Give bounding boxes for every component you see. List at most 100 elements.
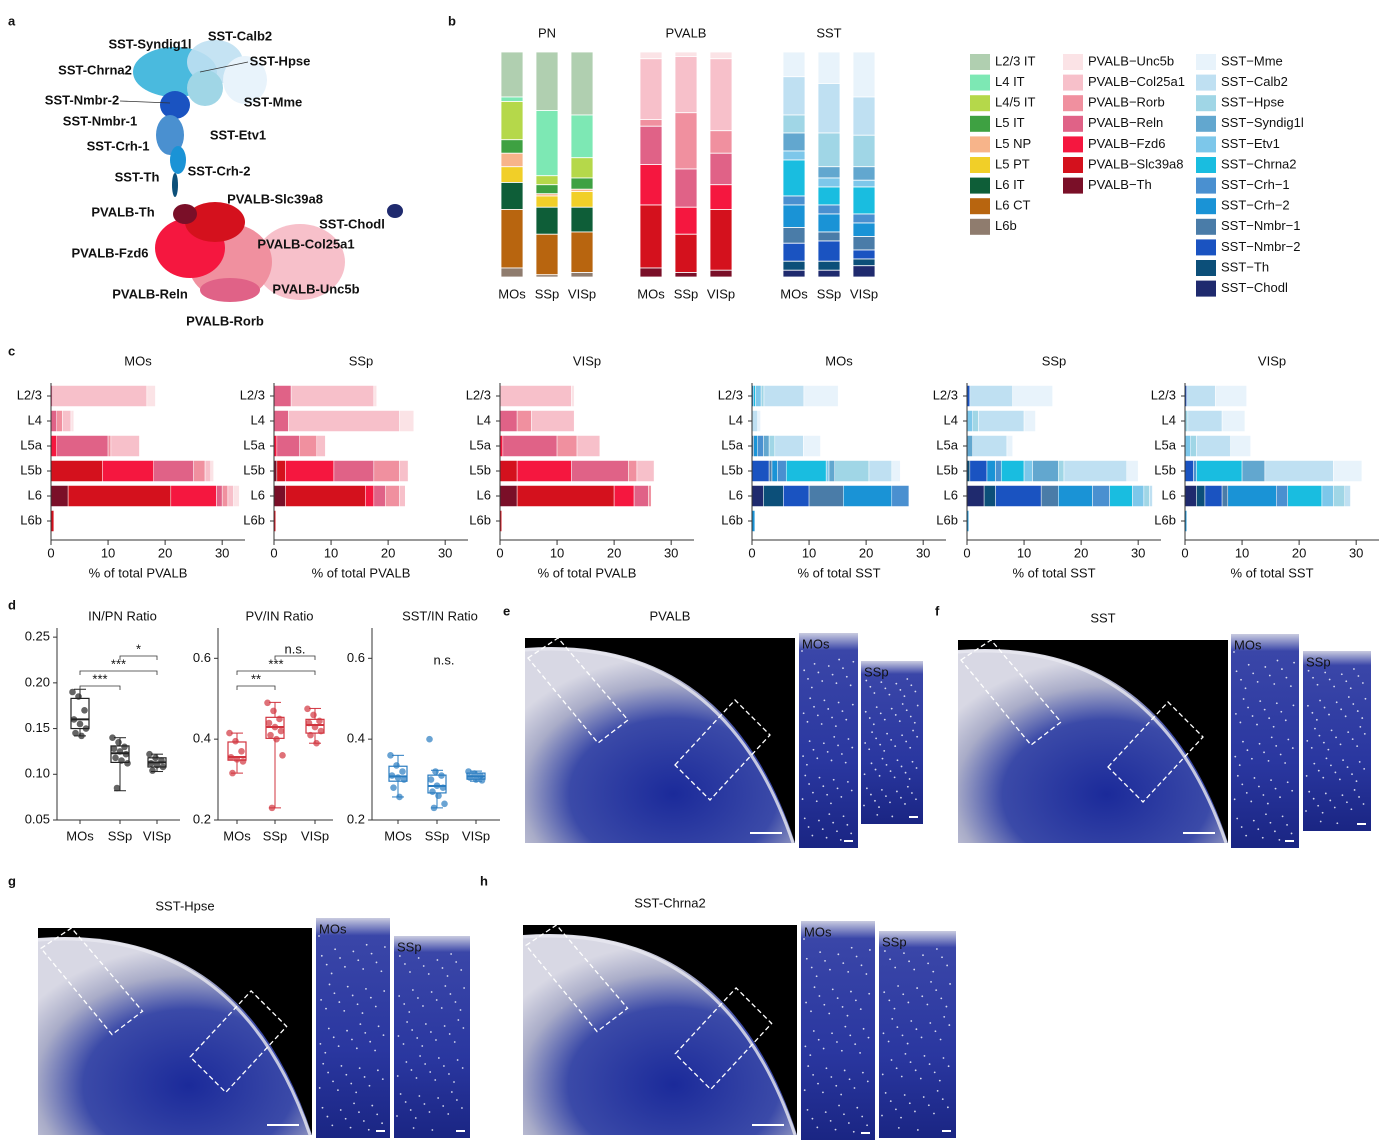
cell-dot — [1345, 715, 1347, 717]
cell-dot — [846, 824, 848, 826]
cell-dot — [895, 714, 897, 716]
cell-dot — [1340, 708, 1342, 710]
data-point — [228, 754, 235, 761]
x-tick-label: 20 — [607, 545, 621, 560]
cell-dot — [1252, 672, 1254, 674]
legend-label: L4 IT — [995, 74, 1025, 89]
x-tick-label: 0 — [270, 545, 277, 560]
cell-dot — [818, 1039, 820, 1041]
inset-label: SSp — [864, 664, 889, 679]
cell-dot — [1327, 749, 1329, 751]
cluster-label: SST-Nmbr-2 — [45, 92, 119, 107]
cell-dot — [914, 691, 916, 693]
x-tick-label: 0 — [1181, 545, 1188, 560]
inset-label: MOs — [804, 924, 832, 939]
bar-segment — [640, 268, 662, 277]
data-point — [118, 757, 125, 764]
cell-dot — [844, 1070, 846, 1072]
cell-dot — [1287, 739, 1289, 741]
y-tick-label: L2/3 — [240, 387, 265, 402]
cluster-label: PVALB-Rorb — [186, 313, 264, 328]
bar-segment — [818, 84, 840, 134]
bar-segment — [970, 461, 987, 482]
cell-dot — [927, 962, 929, 964]
data-point — [267, 732, 274, 739]
cell-dot — [322, 1063, 324, 1065]
bar-segment — [1196, 436, 1230, 457]
cell-dot — [409, 971, 411, 973]
bar-segment — [317, 436, 326, 457]
cell-dot — [1246, 792, 1248, 794]
cell-dot — [1328, 714, 1330, 716]
data-point — [266, 720, 273, 727]
bar-segment — [222, 486, 228, 507]
bar-segment — [818, 52, 840, 84]
cell-dot — [871, 731, 873, 733]
cell-dot — [889, 958, 891, 960]
cell-dot — [1336, 701, 1338, 703]
inset-label: SSp — [1306, 654, 1331, 669]
data-point — [429, 788, 436, 795]
cell-dot — [816, 975, 818, 977]
cell-dot — [1359, 761, 1361, 763]
cell-dot — [842, 667, 844, 669]
data-point — [149, 767, 156, 774]
significance-bracket — [237, 671, 315, 675]
cell-dot — [377, 1069, 379, 1071]
bar-segment — [763, 436, 769, 457]
y-tick-label: 0.05 — [25, 811, 50, 826]
bar-segment — [778, 461, 787, 482]
bar-segment — [640, 59, 662, 120]
cell-dot — [441, 1007, 443, 1009]
data-point — [117, 748, 124, 755]
significance: *** — [92, 671, 107, 686]
cell-dot — [825, 1111, 827, 1113]
bar-segment — [1205, 486, 1222, 507]
data-point — [114, 785, 121, 792]
cell-dot — [831, 1032, 833, 1034]
cell-dot — [352, 995, 354, 997]
significance-bracket — [237, 686, 275, 690]
cell-dot — [835, 1129, 837, 1131]
cell-dot — [814, 663, 816, 665]
cell-dot — [823, 1004, 825, 1006]
cell-dot — [1250, 801, 1252, 803]
cell-dot — [1275, 788, 1277, 790]
cell-dot — [1341, 673, 1343, 675]
data-point — [115, 739, 122, 746]
cell-dot — [1342, 759, 1344, 761]
bar-segment — [68, 486, 171, 507]
cell-dot — [813, 706, 815, 708]
cell-dot — [345, 1074, 347, 1076]
bar-segment — [501, 140, 523, 154]
bar-segment — [853, 259, 875, 266]
cell-dot — [920, 1078, 922, 1080]
bar-segment — [205, 461, 211, 482]
cell-dot — [879, 775, 881, 777]
y-tick-label: 0.25 — [25, 629, 50, 644]
bar-segment — [769, 461, 772, 482]
y-tick-label: L5b — [243, 462, 265, 477]
bar-segment — [783, 486, 809, 507]
cell-dot — [1313, 763, 1315, 765]
bar-segment — [571, 52, 593, 115]
data-point — [432, 768, 439, 775]
cell-dot — [848, 738, 850, 740]
y-tick-label: L4 — [251, 412, 265, 427]
bar-segment — [1007, 436, 1013, 457]
cell-dot — [460, 969, 462, 971]
cell-dot — [1253, 820, 1255, 822]
cell-dot — [331, 973, 333, 975]
cell-dot — [400, 1093, 402, 1095]
cell-dot — [868, 993, 870, 995]
y-tick-label: L6 — [28, 487, 42, 502]
cell-dot — [948, 1024, 950, 1026]
data-point — [479, 777, 486, 784]
bar-segment — [1242, 461, 1265, 482]
cell-dot — [1322, 812, 1324, 814]
cell-dot — [894, 745, 896, 747]
cell-dot — [1339, 779, 1341, 781]
bar-segment — [234, 486, 240, 507]
bar-segment — [1058, 461, 1064, 482]
bar-segment — [154, 461, 194, 482]
